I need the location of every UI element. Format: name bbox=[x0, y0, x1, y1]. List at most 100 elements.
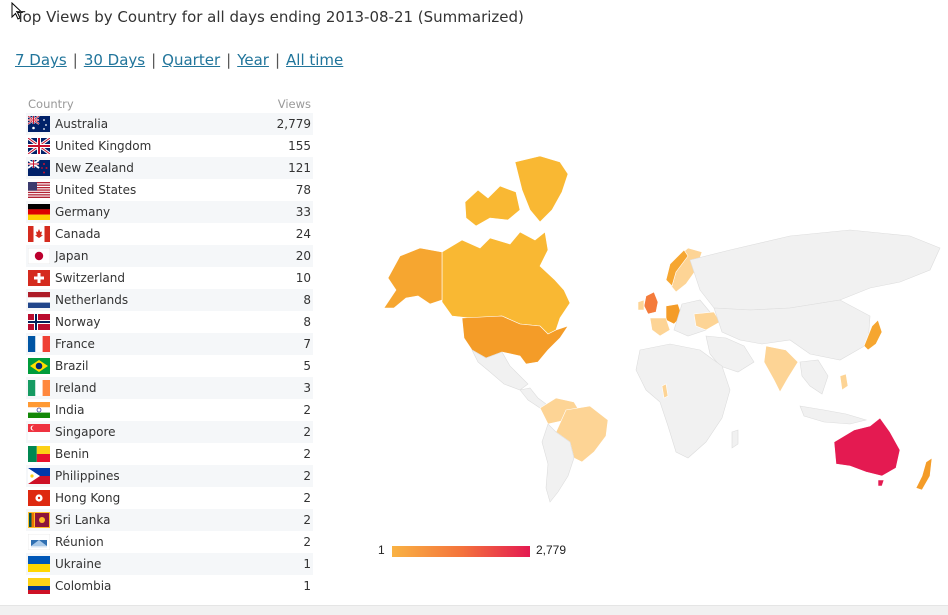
country-cell: New Zealand bbox=[26, 157, 247, 179]
period-link-7-days[interactable]: 7 Days bbox=[15, 51, 67, 69]
table-row-netherlands: Netherlands 8 bbox=[26, 289, 313, 311]
country-cell: France bbox=[26, 333, 247, 355]
country-cell: India bbox=[26, 399, 247, 421]
views-count: 8 bbox=[303, 315, 311, 329]
country-cell: Philippines bbox=[26, 465, 247, 487]
table-row-new-zealand: New Zealand 121 bbox=[26, 157, 313, 179]
views-count: 2 bbox=[303, 447, 311, 461]
country-views-table: Country Views Australia 2,779 United Kingd… bbox=[26, 95, 313, 597]
philippines-flag-icon bbox=[28, 468, 50, 484]
table-row-india: India 2 bbox=[26, 399, 313, 421]
france-flag-icon bbox=[28, 336, 50, 352]
views-count: 2 bbox=[303, 535, 311, 549]
mouse-cursor-icon bbox=[11, 2, 24, 20]
map-region-indonesia bbox=[799, 405, 868, 425]
germany-flag-icon bbox=[28, 204, 50, 220]
country-cell: Switzerland bbox=[26, 267, 247, 289]
period-link-quarter[interactable]: Quarter bbox=[162, 51, 221, 69]
views-count: 5 bbox=[303, 359, 311, 373]
switzerland-flag-icon bbox=[28, 270, 50, 286]
views-count: 33 bbox=[246, 201, 313, 223]
period-link-all-time[interactable]: All time bbox=[286, 51, 344, 69]
map-region-united-kingdom bbox=[643, 291, 659, 315]
canada-flag-icon bbox=[28, 226, 50, 242]
country-cell: Norway bbox=[26, 311, 247, 333]
legend-gradient-bar bbox=[392, 546, 530, 557]
column-header-country: Country bbox=[28, 97, 74, 111]
period-link-year[interactable]: Year bbox=[237, 51, 269, 69]
map-region-philippines bbox=[839, 373, 849, 391]
views-count: 2,779 bbox=[246, 113, 313, 135]
hong-kong-flag-icon bbox=[28, 490, 50, 506]
table-row-ukraine: Ukraine 1 bbox=[26, 553, 313, 575]
colombia-flag-icon bbox=[28, 578, 50, 594]
country-name: United States bbox=[55, 183, 137, 197]
map-region-benin bbox=[661, 383, 669, 399]
country-name: Philippines bbox=[55, 469, 120, 483]
table-row-colombia: Colombia 1 bbox=[26, 575, 313, 597]
table-row-sri-lanka: Sri Lanka 2 bbox=[26, 509, 313, 531]
views-count: 78 bbox=[295, 183, 311, 197]
country-name: Réunion bbox=[55, 535, 104, 549]
country-cell: United Kingdom bbox=[26, 135, 247, 157]
views-count: 10 bbox=[295, 271, 311, 285]
table-row-singapore: Singapore 2 bbox=[26, 421, 313, 443]
country-name: Brazil bbox=[55, 359, 89, 373]
map-region-alaska bbox=[383, 247, 443, 309]
country-name: Australia bbox=[55, 117, 109, 131]
country-name: Colombia bbox=[55, 579, 112, 593]
map-region-norway bbox=[665, 249, 689, 287]
table-row-reunion: Réunion 2 bbox=[26, 531, 313, 553]
country-name: Ireland bbox=[55, 381, 97, 395]
country-name: France bbox=[55, 337, 95, 351]
japan-flag-icon bbox=[28, 248, 50, 264]
map-region-asia-central bbox=[713, 299, 871, 361]
united-kingdom-flag-icon bbox=[28, 138, 50, 154]
country-cell: Japan bbox=[26, 245, 247, 267]
legend-max-value: 2,779 bbox=[536, 543, 567, 557]
map-region-ukraine bbox=[693, 311, 721, 331]
views-count: 2 bbox=[303, 491, 311, 505]
table-row-benin: Benin 2 bbox=[26, 443, 313, 465]
country-cell: Brazil bbox=[26, 355, 247, 377]
united-states-flag-icon bbox=[28, 182, 50, 198]
views-count: 2 bbox=[246, 509, 313, 531]
country-name: Netherlands bbox=[55, 293, 129, 307]
table-row-japan: Japan 20 bbox=[26, 245, 313, 267]
views-count: 121 bbox=[246, 157, 313, 179]
map-region-tasmania bbox=[877, 479, 885, 487]
period-link-30-days[interactable]: 30 Days bbox=[83, 51, 146, 69]
country-cell: Colombia bbox=[26, 575, 247, 597]
netherlands-flag-icon bbox=[28, 292, 50, 308]
views-count: 1 bbox=[246, 553, 313, 575]
benin-flag-icon bbox=[28, 446, 50, 462]
country-cell: Netherlands bbox=[26, 289, 247, 311]
map-region-russia bbox=[689, 229, 941, 311]
country-cell: Singapore bbox=[26, 421, 247, 443]
country-cell: Benin bbox=[26, 443, 247, 465]
views-count: 1 bbox=[303, 579, 311, 593]
norway-flag-icon bbox=[28, 314, 50, 330]
country-name: Norway bbox=[55, 315, 101, 329]
page-footer-strip bbox=[0, 605, 948, 615]
country-name: Ukraine bbox=[55, 557, 102, 571]
views-count: 2 bbox=[246, 465, 313, 487]
country-cell: Germany bbox=[26, 201, 247, 223]
map-region-greenland bbox=[514, 155, 569, 223]
map-region-south-america-rest bbox=[541, 423, 575, 503]
country-cell: Ukraine bbox=[26, 553, 247, 575]
sri-lanka-flag-icon bbox=[28, 512, 50, 528]
map-region-africa bbox=[635, 343, 731, 459]
table-row-ireland: Ireland 3 bbox=[26, 377, 313, 399]
country-name: Canada bbox=[55, 227, 101, 241]
country-name: New Zealand bbox=[55, 161, 134, 175]
australia-flag-icon bbox=[28, 116, 50, 132]
views-count: 2 bbox=[303, 403, 311, 417]
country-name: United Kingdom bbox=[55, 139, 152, 153]
country-cell: Canada bbox=[26, 223, 247, 245]
map-region-madagascar bbox=[731, 429, 739, 449]
views-count: 8 bbox=[246, 289, 313, 311]
legend-min-value: 1 bbox=[378, 543, 385, 557]
column-header-views: Views bbox=[277, 97, 311, 111]
table-row-united-states: United States 78 bbox=[26, 179, 313, 201]
